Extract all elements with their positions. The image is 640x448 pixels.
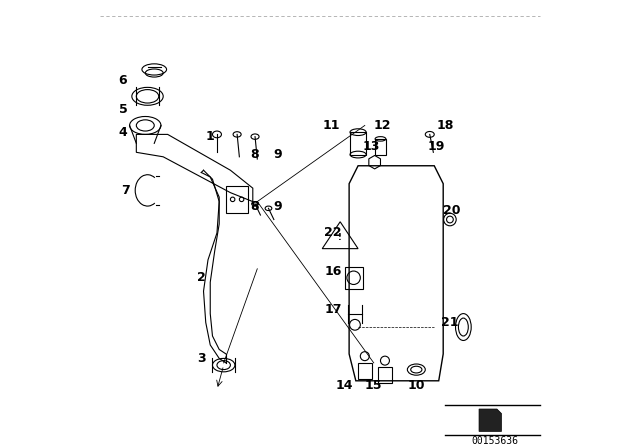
Bar (358, 363, 371, 379)
Text: 9: 9 (273, 199, 282, 213)
Text: !: ! (338, 233, 342, 242)
Text: 15: 15 (365, 379, 383, 392)
Text: 9: 9 (273, 148, 282, 161)
Text: 5: 5 (118, 103, 127, 116)
Bar (378, 367, 392, 383)
Text: 20: 20 (444, 204, 461, 217)
Text: 10: 10 (408, 379, 425, 392)
Text: 00153636: 00153636 (471, 436, 518, 446)
Text: 19: 19 (428, 140, 445, 154)
Text: 7: 7 (121, 184, 129, 197)
Bar (375, 139, 386, 155)
Text: 11: 11 (323, 119, 340, 132)
Text: 4: 4 (118, 125, 127, 139)
Text: 2: 2 (197, 271, 205, 284)
Text: 3: 3 (197, 352, 205, 365)
Bar (226, 186, 248, 213)
Text: 1: 1 (206, 130, 214, 143)
Text: 6: 6 (118, 74, 127, 87)
Text: 14: 14 (336, 379, 353, 392)
Text: 22: 22 (324, 226, 341, 240)
Text: 18: 18 (436, 119, 454, 132)
Text: 17: 17 (324, 302, 342, 316)
Text: 13: 13 (363, 140, 380, 154)
Text: 8: 8 (251, 148, 259, 161)
Bar (344, 267, 362, 289)
Text: 8: 8 (251, 199, 259, 213)
Text: 12: 12 (374, 119, 392, 132)
Text: 21: 21 (441, 316, 459, 329)
Polygon shape (479, 409, 502, 431)
Bar (350, 132, 366, 155)
Text: 16: 16 (324, 264, 342, 278)
